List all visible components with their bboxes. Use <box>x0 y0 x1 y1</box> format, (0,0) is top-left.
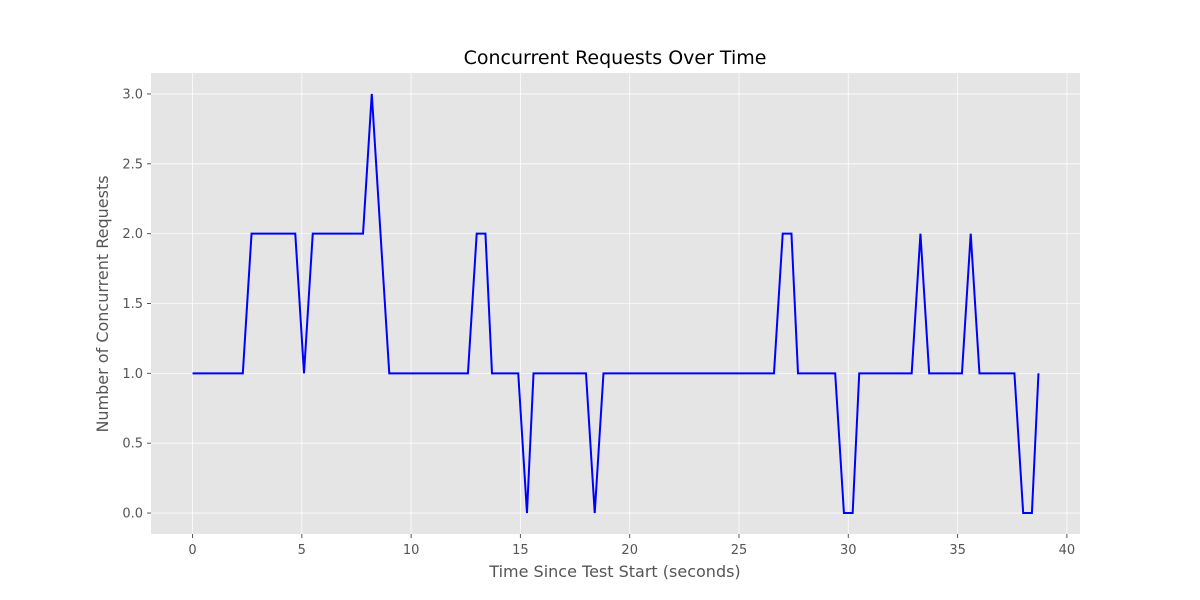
y-tick-label: 1.0 <box>122 367 143 382</box>
grid <box>151 73 1080 534</box>
x-tick-label: 5 <box>298 543 306 558</box>
y-axis-label: Number of Concurrent Requests <box>93 175 112 432</box>
x-tick-label: 40 <box>1059 543 1076 558</box>
x-tick-label: 25 <box>731 543 748 558</box>
x-tick-label: 10 <box>403 543 420 558</box>
y-tick-label: 3.0 <box>122 87 143 102</box>
ticks: 0 5 10 15 20 25 30 35 40 0.0 0.5 1.0 1.5 2.0 2.5 3.0 <box>122 87 1075 558</box>
y-tick-label: 2.0 <box>122 227 143 242</box>
y-tick-label: 0.5 <box>122 437 143 452</box>
x-axis-label: Time Since Test Start (seconds) <box>488 562 740 581</box>
y-tick-label: 2.5 <box>122 157 143 172</box>
chart-title: Concurrent Requests Over Time <box>464 47 767 69</box>
y-tick-label: 1.5 <box>122 297 143 312</box>
x-tick-label: 30 <box>840 543 857 558</box>
y-tick-label: 0.0 <box>122 507 143 522</box>
x-tick-label: 0 <box>188 543 196 558</box>
series-group <box>192 93 1040 515</box>
series-line <box>192 93 1040 515</box>
x-tick-label: 20 <box>621 543 638 558</box>
x-tick-label: 35 <box>949 543 966 558</box>
x-tick-label: 15 <box>512 543 529 558</box>
